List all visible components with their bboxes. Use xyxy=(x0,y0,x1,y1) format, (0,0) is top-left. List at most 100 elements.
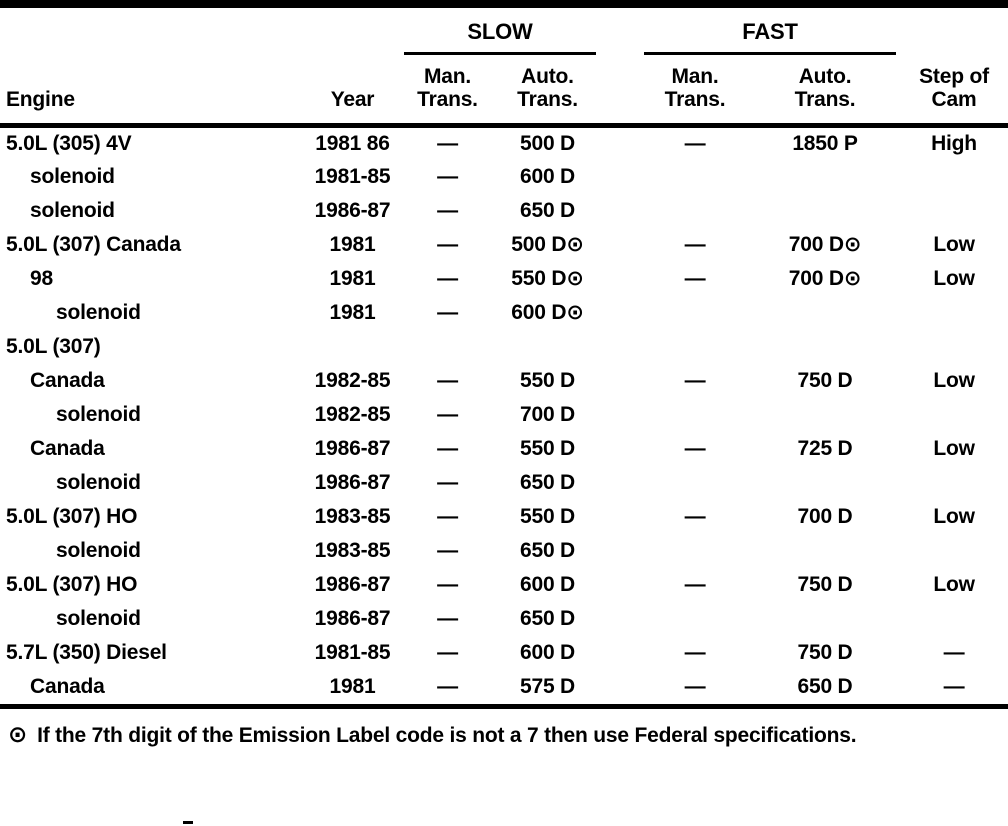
fast-man-trans-cell xyxy=(640,602,750,636)
slow-auto-trans-cell: 600 D⊙ xyxy=(511,301,584,324)
slow-man-trans-cell: — xyxy=(437,470,458,494)
fast-auto-trans-cell xyxy=(750,398,900,432)
column-header-row: Engine Year Man. Trans. Auto. Trans. Man… xyxy=(0,55,1008,126)
engine-cell: 5.0L (307) Canada xyxy=(6,232,181,256)
table-header: SLOW FAST Engine Year Man. Trans. Auto. … xyxy=(0,13,1008,126)
fast-man-trans-cell: — xyxy=(684,504,706,528)
step-of-cam-cell xyxy=(900,296,1008,330)
table-row: solenoid 1986-87 — 650 D xyxy=(0,466,1008,500)
slow-auto-trans-cell: 550 D⊙ xyxy=(511,267,584,290)
table-row: solenoid 1981-85 — 600 D xyxy=(0,160,1008,194)
table-row: 5.0L (307) xyxy=(0,330,1008,364)
fast-auto-trans-cell xyxy=(750,602,900,636)
year-cell xyxy=(305,330,400,364)
engine-cell: 5.0L (307) HO xyxy=(6,572,138,596)
engine-cell: solenoid xyxy=(56,538,141,562)
step-of-cam-cell xyxy=(900,194,1008,228)
slow-auto-trans-cell: 600 D xyxy=(519,164,576,188)
slow-auto-trans-cell: 700 D xyxy=(519,402,576,426)
scan-artifact-mark xyxy=(183,821,193,824)
slow-man-trans-cell: — xyxy=(437,164,458,188)
step-of-cam-cell: Low xyxy=(933,368,975,392)
slow-man-trans-cell: — xyxy=(437,402,458,426)
slow-man-trans-cell: — xyxy=(437,674,458,698)
slow-auto-trans-cell: 500 D⊙ xyxy=(511,233,584,256)
fast-auto-trans-cell: 750 D xyxy=(797,640,853,664)
slow-auto-trans-cell: 600 D xyxy=(519,572,576,596)
year-cell: 1986-87 xyxy=(314,470,391,494)
slow-man-trans-cell: — xyxy=(437,538,458,562)
table-row: Canada 1986-87 — 550 D — 725 D Low xyxy=(0,432,1008,466)
year-cell: 1983-85 xyxy=(314,504,391,528)
fast-auto-trans-cell: 725 D xyxy=(797,436,853,460)
group-header-row: SLOW FAST xyxy=(0,13,1008,55)
fast-man-trans-cell: — xyxy=(684,674,706,698)
engine-cell: solenoid xyxy=(56,470,141,494)
fast-man-trans-cell xyxy=(640,330,750,364)
engine-cell: Canada xyxy=(30,674,105,698)
table-row: 5.0L (307) Canada 1981 — 500 D⊙ — 700 D⊙… xyxy=(0,228,1008,262)
slow-man-trans-cell: — xyxy=(437,368,458,392)
fast-auto-trans-cell: 700 D⊙ xyxy=(788,233,862,256)
engine-cell: 5.0L (307) xyxy=(6,334,101,358)
step-of-cam-cell xyxy=(900,602,1008,636)
fast-man-trans-cell: — xyxy=(684,368,706,392)
year-cell: 1986-87 xyxy=(314,198,391,222)
year-cell: 1981 86 xyxy=(315,131,390,155)
step-of-cam-cell: Low xyxy=(933,572,975,596)
step-of-cam-cell: — xyxy=(943,640,965,664)
column-header-engine: Engine xyxy=(6,88,75,111)
fast-auto-trans-cell: 700 D xyxy=(797,504,853,528)
slow-man-trans-cell: — xyxy=(437,131,458,155)
engine-cell: 98 xyxy=(30,266,53,290)
engine-cell: solenoid xyxy=(56,300,141,324)
year-cell: 1983-85 xyxy=(314,538,391,562)
step-of-cam-cell: Low xyxy=(933,436,975,460)
table-row: Canada 1982-85 — 550 D — 750 D Low xyxy=(0,364,1008,398)
slow-auto-trans-cell: 650 D xyxy=(519,470,576,494)
engine-cell: Canada xyxy=(30,436,105,460)
fast-man-trans-cell xyxy=(640,160,750,194)
table-row: Canada 1981 — 575 D — 650 D — xyxy=(0,670,1008,704)
slow-man-trans-cell: — xyxy=(437,300,458,324)
slow-man-trans-cell: — xyxy=(437,232,458,256)
engine-cell: 5.0L (307) HO xyxy=(6,504,138,528)
step-of-cam-cell xyxy=(900,330,1008,364)
table-row: solenoid 1986-87 — 650 D xyxy=(0,602,1008,636)
step-of-cam-cell xyxy=(900,534,1008,568)
idle-speed-spec-table: SLOW FAST Engine Year Man. Trans. Auto. … xyxy=(0,13,1008,704)
slow-auto-trans-cell: 550 D xyxy=(519,436,576,460)
group-header-fast: FAST xyxy=(644,19,897,55)
step-of-cam-cell xyxy=(900,160,1008,194)
step-of-cam-cell: — xyxy=(943,674,965,698)
table-row: 98 1981 — 550 D⊙ — 700 D⊙ Low xyxy=(0,262,1008,296)
fast-man-trans-cell xyxy=(640,296,750,330)
year-cell: 1981 xyxy=(329,232,376,256)
slow-auto-trans-cell: 650 D xyxy=(519,198,576,222)
fast-man-trans-cell: — xyxy=(684,640,706,664)
fast-auto-trans-cell: 750 D xyxy=(797,368,853,392)
year-cell: 1981-85 xyxy=(314,640,391,664)
year-cell: 1981 xyxy=(329,674,376,698)
table-row: 5.0L (305) 4V 1981 86 — 500 D — 1850 P H… xyxy=(0,126,1008,160)
year-cell: 1982-85 xyxy=(314,402,391,426)
fast-auto-trans-cell: 1850 P xyxy=(792,131,858,155)
year-cell: 1981-85 xyxy=(314,164,391,188)
year-cell: 1982-85 xyxy=(314,368,391,392)
table-row: solenoid 1981 — 600 D⊙ xyxy=(0,296,1008,330)
year-cell: 1986-87 xyxy=(314,436,391,460)
table-body: 5.0L (305) 4V 1981 86 — 500 D — 1850 P H… xyxy=(0,126,1008,704)
fast-auto-trans-cell: 750 D xyxy=(797,572,853,596)
engine-cell: solenoid xyxy=(30,198,115,222)
slow-man-trans-cell: — xyxy=(437,436,458,460)
slow-man-trans-cell: — xyxy=(437,198,458,222)
step-of-cam-cell xyxy=(900,398,1008,432)
footnote: ⊙ If the 7th digit of the Emission Label … xyxy=(0,721,1008,748)
step-of-cam-cell: Low xyxy=(933,504,975,528)
fast-man-trans-cell: — xyxy=(684,131,706,155)
slow-man-trans-cell: — xyxy=(437,606,458,630)
table-row: solenoid 1986-87 — 650 D xyxy=(0,194,1008,228)
slow-man-trans-cell: — xyxy=(437,504,458,528)
slow-auto-trans-cell: 500 D xyxy=(519,131,576,155)
slow-auto-trans-cell xyxy=(495,330,600,364)
